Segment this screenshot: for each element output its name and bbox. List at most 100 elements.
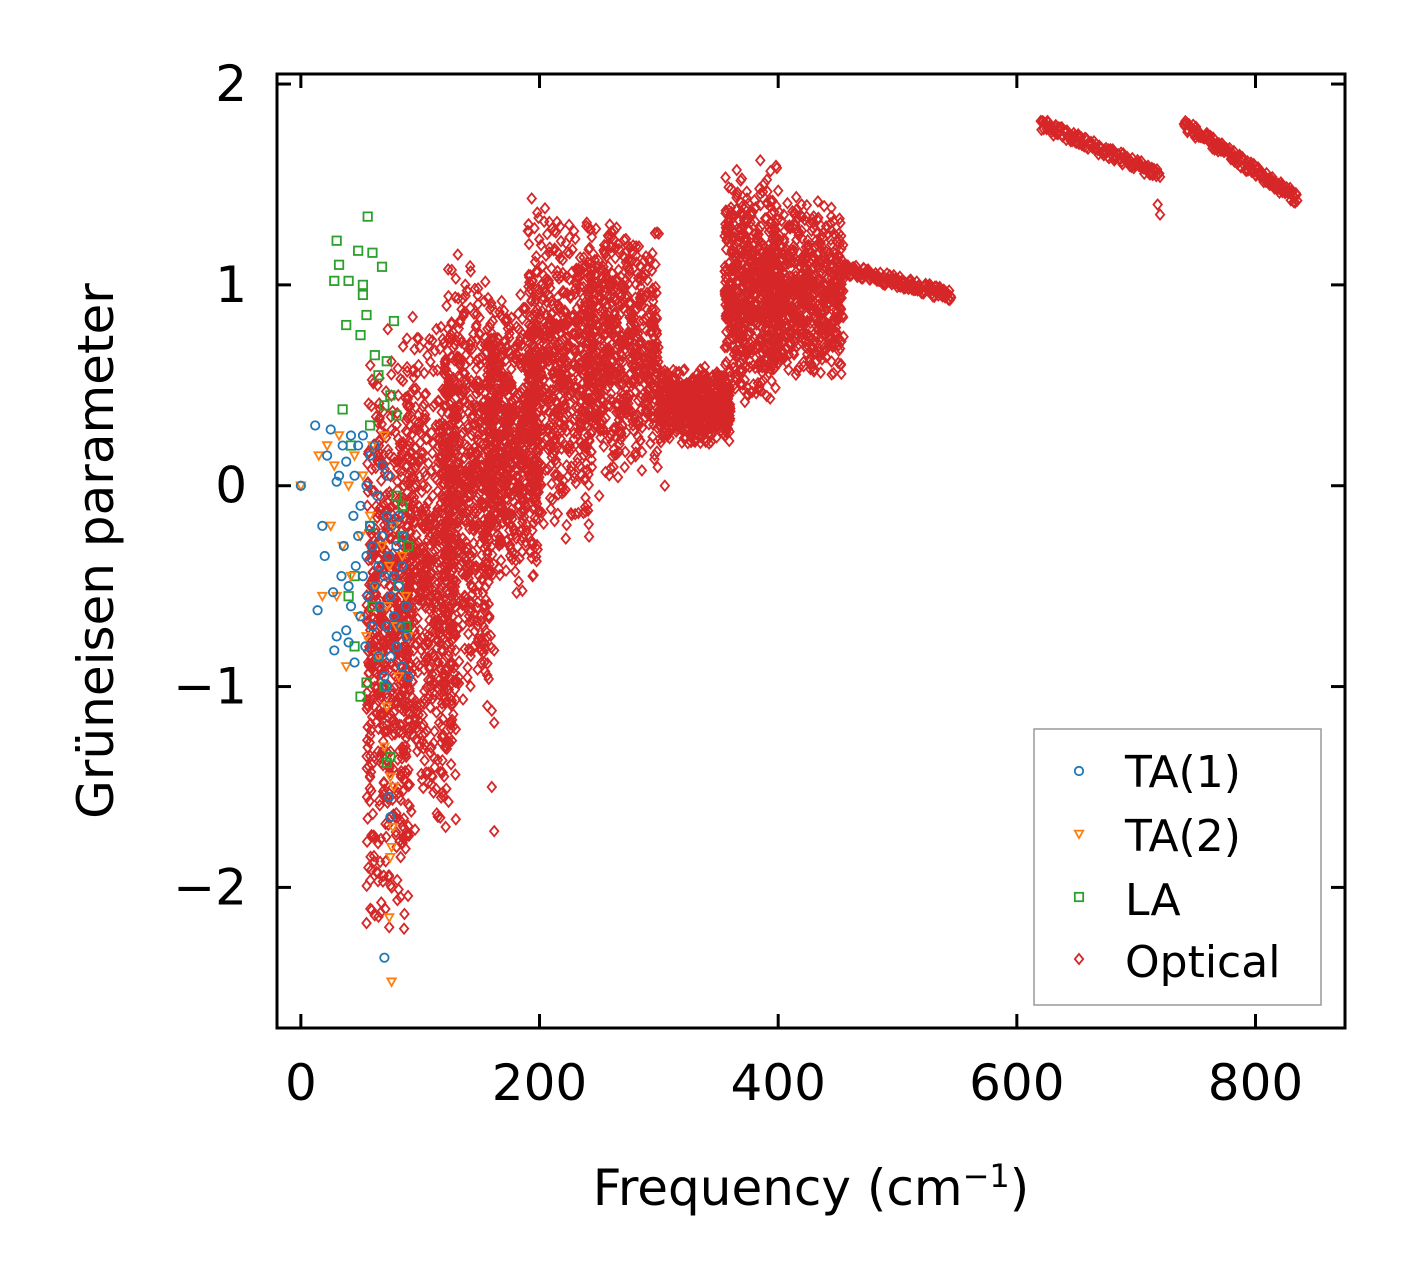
- optical-point: [424, 589, 436, 603]
- optical-point: [555, 325, 566, 339]
- optical-point: [467, 579, 478, 593]
- optical-point: [465, 601, 477, 615]
- optical-point: [410, 637, 421, 651]
- optical-point: [491, 471, 503, 485]
- optical-point: [440, 564, 452, 578]
- optical-point: [473, 516, 484, 530]
- optical-point: [363, 640, 375, 654]
- optical-point: [454, 313, 466, 327]
- optical-point: [419, 738, 431, 752]
- optical-point: [582, 372, 594, 386]
- optical-point: [535, 411, 547, 425]
- optical-point: [382, 322, 394, 336]
- optical-point: [551, 457, 563, 471]
- optical-point: [587, 247, 599, 261]
- optical-point: [613, 420, 625, 434]
- optical-point: [752, 249, 764, 263]
- optical-point: [379, 576, 390, 590]
- optical-point: [492, 395, 504, 409]
- optical-point: [448, 383, 460, 397]
- optical-point: [597, 372, 609, 386]
- optical-point: [361, 916, 372, 930]
- optical-point: [595, 305, 607, 319]
- optical-point: [384, 485, 395, 499]
- optical-point: [741, 185, 753, 199]
- optical-point: [705, 414, 717, 428]
- optical-point: [427, 692, 438, 706]
- optical-point: [592, 364, 603, 378]
- optical-point: [467, 459, 478, 473]
- optical-point: [720, 425, 732, 439]
- optical-point: [383, 760, 395, 774]
- optical-point: [452, 536, 464, 550]
- optical-point: [657, 430, 669, 444]
- optical-point: [375, 490, 386, 503]
- optical-point: [570, 326, 581, 340]
- optical-point: [361, 698, 373, 712]
- optical-point: [424, 602, 435, 616]
- optical-point: [380, 659, 392, 673]
- optical-point: [463, 342, 475, 356]
- optical-point: [576, 402, 588, 416]
- optical-point: [467, 424, 479, 438]
- optical-point: [492, 492, 504, 506]
- optical-point: [542, 439, 554, 452]
- optical-point: [367, 566, 379, 580]
- optical-point: [440, 782, 452, 796]
- optical-point: [711, 418, 723, 432]
- optical-point: [638, 290, 649, 304]
- optical-point: [709, 406, 721, 420]
- optical-point: [461, 447, 473, 461]
- optical-point: [410, 628, 422, 642]
- optical-point: [645, 436, 656, 450]
- optical-point: [616, 297, 628, 311]
- optical-point: [441, 299, 452, 313]
- optical-point: [561, 458, 573, 472]
- optical-point: [435, 791, 447, 805]
- optical-point: [501, 450, 513, 464]
- optical-point: [561, 287, 573, 300]
- optical-point: [630, 341, 642, 355]
- optical-point: [365, 784, 377, 798]
- optical-point: [484, 467, 496, 481]
- optical-point: [594, 284, 606, 298]
- optical-point: [443, 289, 454, 303]
- optical-point: [532, 416, 544, 430]
- optical-point: [450, 768, 461, 782]
- optical-point: [642, 339, 654, 353]
- optical-point: [636, 268, 648, 282]
- optical-point: [463, 406, 475, 420]
- optical-point: [632, 394, 644, 407]
- optical-point: [630, 249, 642, 262]
- optical-point: [590, 389, 602, 403]
- optical-point: [429, 344, 441, 358]
- optical-point: [432, 753, 444, 767]
- optical-point: [552, 298, 564, 312]
- optical-point: [523, 275, 535, 289]
- optical-point: [500, 564, 512, 578]
- optical-point: [407, 674, 418, 688]
- optical-point: [503, 331, 515, 345]
- optical-point: [583, 530, 595, 544]
- optical-point: [609, 308, 621, 322]
- optical-point: [595, 402, 607, 416]
- optical-point: [613, 242, 625, 256]
- optical-point: [529, 343, 541, 357]
- optical-point: [402, 889, 414, 903]
- optical-point: [560, 374, 572, 388]
- optical-point: [586, 230, 598, 244]
- optical-point: [403, 468, 415, 482]
- optical-point: [402, 819, 414, 833]
- optical-point: [722, 401, 734, 415]
- optical-point: [394, 437, 406, 451]
- optical-point: [383, 870, 395, 884]
- optical-point: [538, 517, 549, 531]
- optical-point: [530, 265, 542, 279]
- optical-point: [485, 518, 497, 532]
- optical-point: [404, 434, 415, 448]
- optical-point: [500, 312, 512, 326]
- optical-point: [493, 332, 505, 346]
- optical-point: [429, 609, 441, 623]
- optical-point: [383, 920, 395, 934]
- optical-point: [500, 435, 512, 449]
